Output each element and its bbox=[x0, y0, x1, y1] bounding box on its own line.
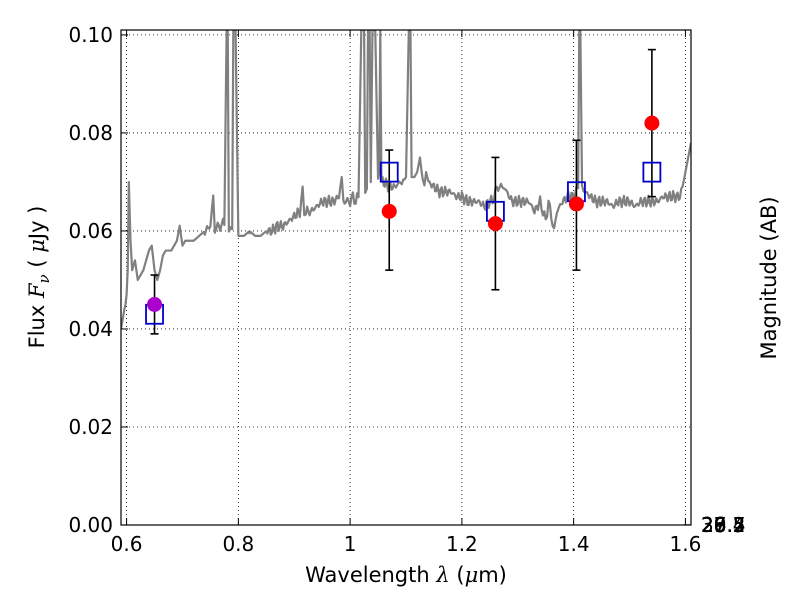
y-tick-label: 0.00 bbox=[68, 513, 113, 537]
measurement-point bbox=[487, 216, 503, 232]
measurement-point-layer bbox=[147, 115, 660, 312]
y-tick-label: 0.06 bbox=[68, 219, 113, 243]
y-tick-label: 0.10 bbox=[68, 23, 113, 47]
plot-frame bbox=[120, 29, 692, 526]
x-axis-label: Wavelength λ (μm) bbox=[305, 563, 507, 587]
x-tick-label: 0.6 bbox=[111, 532, 143, 556]
y-axis-label: Flux Fν ( μJy ) bbox=[25, 206, 53, 349]
y2-tick-label: 27.5 bbox=[701, 513, 746, 537]
y2-tick-label: 30 bbox=[701, 513, 726, 537]
spectrum-layer bbox=[121, 30, 691, 330]
square-marker bbox=[642, 161, 662, 183]
y-axis-ticks: 0.00 0.02 0.04 0.06 0.08 0.10 bbox=[68, 23, 128, 537]
x-tick-label: 1.6 bbox=[670, 532, 702, 556]
y2-axis-label: Magnitude (AB) bbox=[757, 196, 781, 359]
y-tick-label: 0.04 bbox=[68, 317, 113, 341]
x-tick-label: 1 bbox=[344, 532, 357, 556]
y2-tick-label: 28 bbox=[701, 513, 726, 537]
y2-tick-label: 26.4 bbox=[701, 513, 746, 537]
square-marker bbox=[379, 161, 399, 183]
y2-tick-label: 29 bbox=[701, 513, 726, 537]
x-tick-label: 1.4 bbox=[558, 532, 590, 556]
y2-tick-label: 26.5 bbox=[701, 513, 746, 537]
measurement-point bbox=[147, 296, 163, 312]
x-tick-label: 1.2 bbox=[446, 532, 478, 556]
y-tick-label: 0.08 bbox=[68, 121, 113, 145]
spectrum-line bbox=[121, 30, 691, 330]
y-tick-label: 0.02 bbox=[68, 415, 113, 439]
y2-tick-label: 28.5 bbox=[701, 513, 746, 537]
measurement-point bbox=[381, 203, 397, 219]
y2-tick-label: 26.7 bbox=[701, 513, 746, 537]
x-tick-label: 0.8 bbox=[222, 532, 254, 556]
x-axis-ticks: 0.6 0.8 1 1.2 1.4 1.6 bbox=[111, 30, 702, 556]
grid bbox=[121, 30, 691, 526]
y2-tick-label: 27.2 bbox=[701, 513, 746, 537]
measurement-point bbox=[644, 115, 660, 131]
y2-tick-label: 27 bbox=[701, 513, 726, 537]
measurement-point bbox=[568, 196, 584, 212]
